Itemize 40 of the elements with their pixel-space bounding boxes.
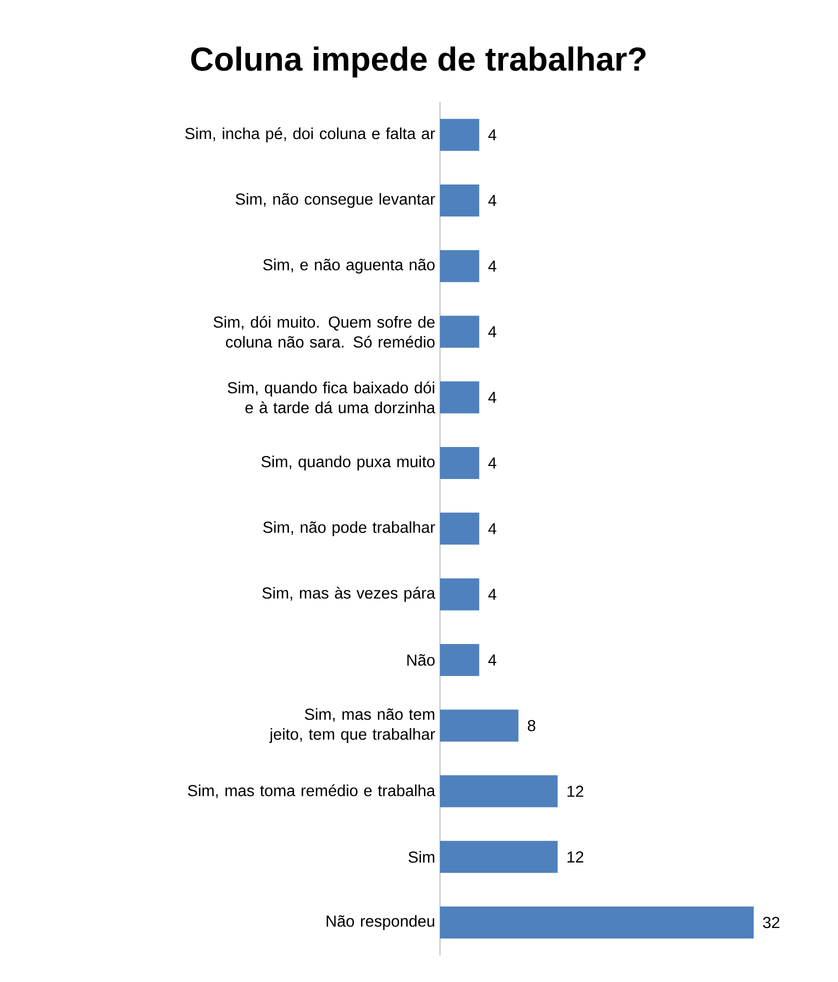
bar — [440, 578, 480, 610]
y-tick-label: Sim, mas toma remédio e trabalha — [188, 784, 436, 798]
data-label: 4 — [488, 194, 496, 206]
data-label: 4 — [488, 392, 496, 403]
bar — [440, 447, 480, 480]
y-tick-label: Sim, incha pé, doi coluna e falta ar — [185, 127, 435, 142]
y-tick-label: Sim, e não aguenta não — [263, 258, 435, 274]
bar — [440, 250, 480, 282]
y-tick-label: Sim, quando fica baixado dói e à tarde dá uma dorzinha — [228, 381, 436, 414]
bar — [440, 775, 558, 808]
data-label: 4 — [488, 458, 496, 469]
data-label: 12 — [568, 851, 584, 862]
y-tick-label: Sim, mas não tem jeito, tem que trabalhar — [269, 708, 435, 743]
data-label: 32 — [763, 916, 780, 928]
y-tick-label: Sim, não pode trabalhar — [263, 521, 435, 536]
bar — [440, 316, 480, 348]
data-label: 8 — [528, 720, 536, 732]
y-tick-label: Sim, dói muito. Quem sofre de coluna não sara. Só remédio — [214, 316, 435, 348]
bar — [440, 840, 558, 873]
data-label: 12 — [568, 786, 584, 797]
bar — [440, 512, 480, 545]
data-label: 4 — [488, 523, 496, 534]
y-tick-label: Sim, mas às vezes pára — [262, 586, 436, 602]
bar — [440, 906, 754, 939]
data-label: 4 — [488, 588, 496, 600]
y-tick-label: Sim, não consegue levantar — [236, 193, 435, 208]
chart-title: Coluna impede de trabalhar? — [191, 46, 646, 78]
bar — [440, 184, 480, 216]
bar — [440, 381, 480, 414]
y-tick-label: Não — [407, 654, 435, 666]
bar — [440, 118, 480, 151]
data-label: 4 — [488, 260, 496, 272]
y-tick-label: Sim, quando puxa muito — [261, 456, 435, 470]
data-label: 4 — [488, 129, 496, 140]
data-label: 4 — [488, 326, 496, 338]
bar — [440, 710, 518, 742]
y-tick-label: Não respondeu — [326, 915, 434, 930]
bar — [440, 644, 480, 676]
y-tick-label: Sim — [408, 851, 434, 863]
data-label: 4 — [488, 654, 496, 666]
